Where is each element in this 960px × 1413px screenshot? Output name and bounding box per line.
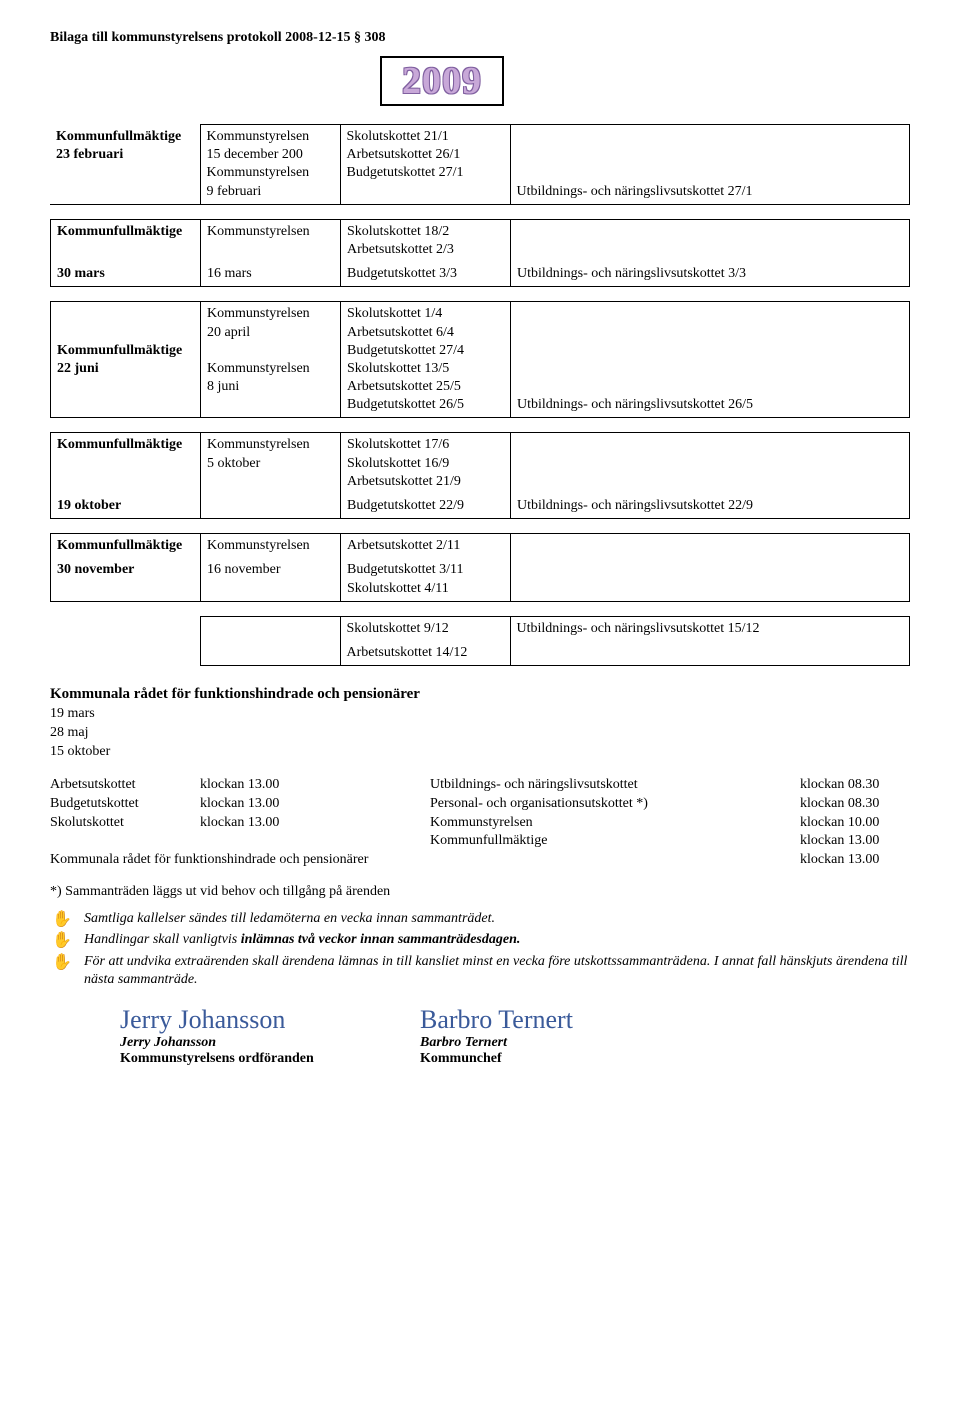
hand-row: ✋ Samtliga kallelser sändes till ledamöt… bbox=[50, 910, 910, 929]
cell: Skolutskottet 9/12 bbox=[340, 616, 510, 641]
cell: Kommunstyrelsen 5 oktober bbox=[207, 436, 334, 472]
time-value: klockan 13.00 bbox=[800, 851, 910, 870]
hand-icon: ✋ bbox=[50, 953, 84, 972]
year-box: 2009 bbox=[380, 56, 504, 106]
table-row: Kommunfullmäktige 23 februari Kommunstyr… bbox=[50, 125, 910, 205]
cell: Arbetsutskottet 14/12 bbox=[340, 641, 510, 666]
table-row: 30 mars 16 mars Budgetutskottet 3/3 Utbi… bbox=[51, 262, 910, 287]
time-value: klockan 08.30 bbox=[800, 795, 910, 814]
time-value: klockan 13.00 bbox=[800, 832, 910, 851]
cell: Kommunfullmäktige bbox=[51, 433, 201, 494]
cell: Utbildnings- och näringslivsutskottet 3/… bbox=[511, 262, 910, 287]
time-value: klockan 13.00 bbox=[200, 795, 320, 814]
table-row: Kommunfullmäktige Kommunstyrelsen 5 okto… bbox=[51, 433, 910, 494]
signature-name: Jerry Johansson bbox=[120, 1035, 420, 1051]
schedule-table-1: Kommunfullmäktige 23 februari Kommunstyr… bbox=[50, 124, 910, 205]
schedule-table-5: Kommunfullmäktige Kommunstyrelsen Arbets… bbox=[50, 533, 910, 602]
cell: Skolutskottet 18/2 Arbetsutskottet 2/3 bbox=[347, 223, 504, 259]
hand-row: ✋ Handlingar skall vanligtvis inlämnas t… bbox=[50, 931, 910, 950]
cell: Skolutskottet 21/1 Arbetsutskottet 26/1 … bbox=[347, 128, 504, 183]
time-label: Kommunfullmäktige bbox=[430, 832, 800, 851]
time-value: klockan 13.00 bbox=[200, 776, 320, 795]
signature-left: Jerry Johansson Jerry Johansson Kommunst… bbox=[120, 1007, 420, 1067]
table-row: 30 november 16 november Budgetutskottet … bbox=[51, 558, 910, 601]
year-text: 2009 bbox=[402, 60, 482, 102]
times-row: Budgetutskottet klockan 13.00 Personal- … bbox=[50, 795, 910, 814]
cell: Kommunfullmäktige bbox=[51, 219, 201, 262]
cell: Budgetutskottet 22/9 bbox=[341, 494, 511, 519]
schedule-table-2: Kommunfullmäktige Kommunstyrelsen Skolut… bbox=[50, 219, 910, 288]
hand-text-bold: inlämnas två veckor innan sammanträdesda… bbox=[241, 932, 521, 947]
signature-block: Jerry Johansson Jerry Johansson Kommunst… bbox=[50, 1007, 910, 1067]
signature-name: Barbro Ternert bbox=[420, 1035, 720, 1051]
signature-title: Kommunchef bbox=[420, 1051, 720, 1067]
cell: 16 november bbox=[201, 558, 341, 601]
time-label: Kommunstyrelsen bbox=[430, 814, 800, 833]
time-label: Arbetsutskottet bbox=[50, 776, 200, 795]
cell: Skolutskottet 1/4 Arbetsutskottet 6/4 Bu… bbox=[347, 305, 504, 414]
schedule-table-3: Kommunfullmäktige 22 juni Kommunstyrelse… bbox=[50, 301, 910, 418]
table-row: Arbetsutskottet 14/12 bbox=[50, 641, 910, 666]
time-label: Budgetutskottet bbox=[50, 795, 200, 814]
cell: Budgetutskottet 3/11 Skolutskottet 4/11 bbox=[347, 561, 504, 597]
cell: Arbetsutskottet 2/11 bbox=[341, 534, 511, 559]
council-date: 15 oktober bbox=[50, 743, 910, 762]
cell: Utbildnings- och näringslivsutskottet 22… bbox=[511, 494, 910, 519]
signature-right: Barbro Ternert Barbro Ternert Kommunchef bbox=[420, 1007, 720, 1067]
cell: Kommunstyrelsen bbox=[201, 219, 341, 262]
schedule-table-4: Kommunfullmäktige Kommunstyrelsen 5 okto… bbox=[50, 432, 910, 519]
footnote: *) Sammanträden läggs ut vid behov och t… bbox=[50, 884, 910, 900]
time-value: klockan 13.00 bbox=[200, 814, 320, 833]
hand-icon: ✋ bbox=[50, 910, 84, 929]
time-value: klockan 08.30 bbox=[800, 776, 910, 795]
hand-text: Samtliga kallelser sändes till ledamöter… bbox=[84, 910, 910, 928]
cell: Kommunstyrelsen bbox=[201, 534, 341, 559]
time-value: klockan 10.00 bbox=[800, 814, 910, 833]
cell: Kommunstyrelsen 20 april Kommunstyrelsen… bbox=[207, 305, 334, 396]
signature-handwriting: Barbro Ternert bbox=[420, 1007, 720, 1033]
cell: 19 oktober bbox=[51, 494, 201, 519]
signature-title: Kommunstyrelsens ordföranden bbox=[120, 1051, 420, 1067]
hand-icon: ✋ bbox=[50, 931, 84, 950]
cell: Kommunfullmäktige 23 februari bbox=[56, 128, 194, 164]
cell: Kommunfullmäktige 22 juni bbox=[57, 342, 194, 378]
times-row: Kommunala rådet för funktionshindrade oc… bbox=[50, 851, 910, 870]
council-date: 19 mars bbox=[50, 705, 910, 724]
cell: Kommunstyrelsen 15 december 200 Kommunst… bbox=[207, 128, 334, 201]
hand-bullets: ✋ Samtliga kallelser sändes till ledamöt… bbox=[50, 910, 910, 989]
hand-row: ✋ För att undvika extraärenden skall äre… bbox=[50, 953, 910, 989]
cell: 16 mars bbox=[201, 262, 341, 287]
council-date: 28 maj bbox=[50, 724, 910, 743]
table-row: 19 oktober Budgetutskottet 22/9 Utbildni… bbox=[51, 494, 910, 519]
table-row: Kommunfullmäktige Kommunstyrelsen Arbets… bbox=[51, 534, 910, 559]
cell: 30 november bbox=[51, 558, 201, 601]
time-label: Utbildnings- och näringslivsutskottet bbox=[430, 776, 800, 795]
time-label: Skolutskottet bbox=[50, 814, 200, 833]
times-row: Arbetsutskottet klockan 13.00 Utbildning… bbox=[50, 776, 910, 795]
page-header: Bilaga till kommunstyrelsens protokoll 2… bbox=[50, 30, 910, 46]
cell: Utbildnings- och näringslivsutskottet 15… bbox=[510, 616, 910, 641]
time-label: Personal- och organisationsutskottet *) bbox=[430, 795, 800, 814]
table-row: Kommunfullmäktige 22 juni Kommunstyrelse… bbox=[51, 302, 910, 418]
cell: Skolutskottet 17/6 Skolutskottet 16/9 Ar… bbox=[347, 436, 504, 491]
cell: Kommunfullmäktige bbox=[51, 534, 201, 559]
cell: Utbildnings- och näringslivsutskottet 26… bbox=[517, 396, 903, 414]
hand-text: Handlingar skall vanligtvis inlämnas två… bbox=[84, 931, 910, 949]
table-row: Skolutskottet 9/12 Utbildnings- och näri… bbox=[50, 616, 910, 641]
table-row: Kommunfullmäktige Kommunstyrelsen Skolut… bbox=[51, 219, 910, 262]
council-dates: 19 mars 28 maj 15 oktober bbox=[50, 705, 910, 762]
times-block: Arbetsutskottet klockan 13.00 Utbildning… bbox=[50, 776, 910, 870]
cell: 30 mars bbox=[51, 262, 201, 287]
hand-text: För att undvika extraärenden skall ärend… bbox=[84, 953, 910, 989]
schedule-table-6: Skolutskottet 9/12 Utbildnings- och näri… bbox=[50, 616, 910, 666]
times-row: Kommunfullmäktige klockan 13.00 bbox=[50, 832, 910, 851]
cell: Budgetutskottet 3/3 bbox=[341, 262, 511, 287]
council-heading: Kommunala rådet för funktionshindrade oc… bbox=[50, 686, 910, 703]
signature-handwriting: Jerry Johansson bbox=[120, 1007, 420, 1033]
hand-text-part: Handlingar skall vanligtvis bbox=[84, 932, 237, 947]
time-label: Kommunala rådet för funktionshindrade oc… bbox=[50, 851, 800, 870]
times-row: Skolutskottet klockan 13.00 Kommunstyrel… bbox=[50, 814, 910, 833]
cell: Utbildnings- och näringslivsutskottet 27… bbox=[517, 183, 904, 201]
